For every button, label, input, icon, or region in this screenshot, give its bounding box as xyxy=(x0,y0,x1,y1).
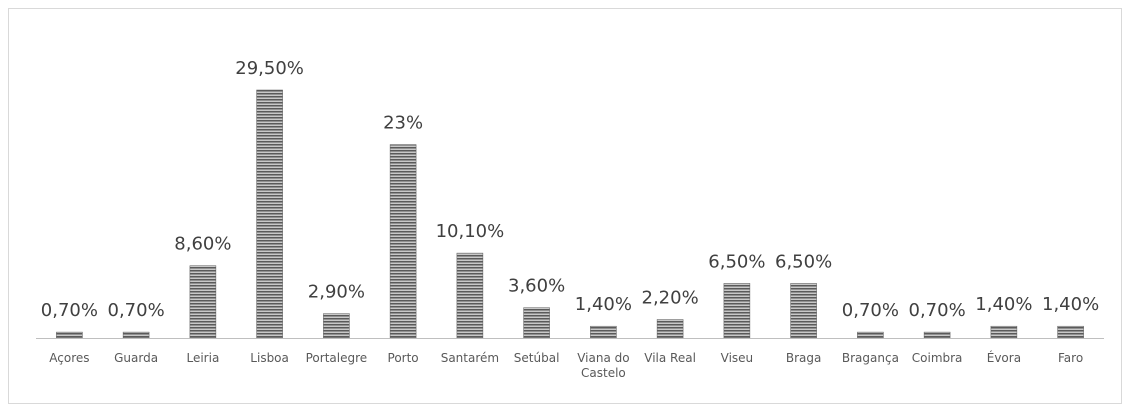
bar-11 xyxy=(790,283,817,339)
data-label-5: 23% xyxy=(383,113,423,134)
bar-14 xyxy=(990,325,1018,339)
data-label-11: 6,50% xyxy=(775,251,832,272)
data-label-6: 10,10% xyxy=(436,221,505,242)
x-tick-label-line: Leiria xyxy=(186,351,219,365)
data-label-8: 1,40% xyxy=(575,294,632,315)
x-tick-label-13: Coimbra xyxy=(912,351,963,365)
data-label-7: 3,60% xyxy=(508,276,565,297)
bar-1 xyxy=(122,331,150,339)
data-label-0: 0,70% xyxy=(41,300,98,321)
bar-5 xyxy=(389,144,417,339)
x-tick-label-line: Braga xyxy=(786,351,822,365)
bar-0 xyxy=(56,331,83,339)
x-tick-label-4: Portalegre xyxy=(306,351,368,365)
x-tick-label-line: Évora xyxy=(987,350,1021,365)
x-tick-label-0: Açores xyxy=(49,351,89,365)
x-tick-label-line: Santarém xyxy=(441,351,499,365)
x-tick-label-line: Açores xyxy=(49,351,89,365)
bar-3 xyxy=(256,89,283,339)
data-label-14: 1,40% xyxy=(975,294,1032,315)
data-label-12: 0,70% xyxy=(842,300,899,321)
data-label-2: 8,60% xyxy=(174,234,231,255)
bar-10 xyxy=(723,283,751,339)
x-tick-label-8: Viana do Castelo xyxy=(577,351,629,380)
x-tick-label-line: Vila Real xyxy=(644,351,696,365)
x-tick-label-6: Santarém xyxy=(441,351,499,365)
x-tick-labels-layer: Açores Guarda Leiria Lisboa Portalegre Porto S… xyxy=(49,350,1083,380)
data-label-4: 2,90% xyxy=(308,282,365,303)
bar-8 xyxy=(590,325,617,339)
bar-6 xyxy=(456,252,484,339)
bar-12 xyxy=(857,331,884,339)
x-tick-label-3: Lisboa xyxy=(250,351,289,365)
data-label-15: 1,40% xyxy=(1042,294,1099,315)
x-tick-label-line: Castelo xyxy=(581,366,626,380)
bar-13 xyxy=(923,331,951,339)
x-tick-label-15: Faro xyxy=(1058,351,1083,365)
x-tick-label-1: Guarda xyxy=(114,351,158,365)
bar-9 xyxy=(656,319,684,339)
x-tick-label-line: Coimbra xyxy=(912,351,963,365)
x-tick-label-line: Guarda xyxy=(114,351,158,365)
bar-4 xyxy=(323,313,350,339)
x-tick-label-line: Porto xyxy=(388,351,419,365)
x-tick-label-line: Faro xyxy=(1058,351,1083,365)
bar-2 xyxy=(189,265,217,339)
x-tick-label-9: Vila Real xyxy=(644,351,696,365)
data-label-1: 0,70% xyxy=(108,300,165,321)
x-tick-label-line: Lisboa xyxy=(250,351,289,365)
bar-7 xyxy=(523,307,550,339)
x-tick-label-12: Bragança xyxy=(842,351,899,365)
x-tick-label-10: Viseu xyxy=(721,351,754,365)
x-tick-label-2: Leiria xyxy=(186,351,219,365)
bar-15 xyxy=(1057,325,1084,339)
x-tick-label-11: Braga xyxy=(786,351,822,365)
x-tick-label-line: Setúbal xyxy=(514,351,560,365)
x-tick-label-5: Porto xyxy=(388,351,419,365)
x-tick-label-7: Setúbal xyxy=(514,351,560,365)
data-label-9: 2,20% xyxy=(642,288,699,309)
x-tick-label-line: Portalegre xyxy=(306,351,368,365)
x-tick-label-14: Évora xyxy=(987,350,1021,365)
data-label-3: 29,50% xyxy=(235,58,304,79)
data-label-10: 6,50% xyxy=(708,251,765,272)
data-label-13: 0,70% xyxy=(909,300,966,321)
data-labels-layer: 0,70% 0,70% 8,60% 29,50% 2,90% 23% 10,10% 3,60%… xyxy=(41,58,1099,321)
x-tick-label-line: Bragança xyxy=(842,351,899,365)
x-tick-label-line: Viseu xyxy=(721,351,754,365)
bars-layer xyxy=(56,89,1084,339)
x-tick-label-line: Viana do xyxy=(577,351,629,365)
